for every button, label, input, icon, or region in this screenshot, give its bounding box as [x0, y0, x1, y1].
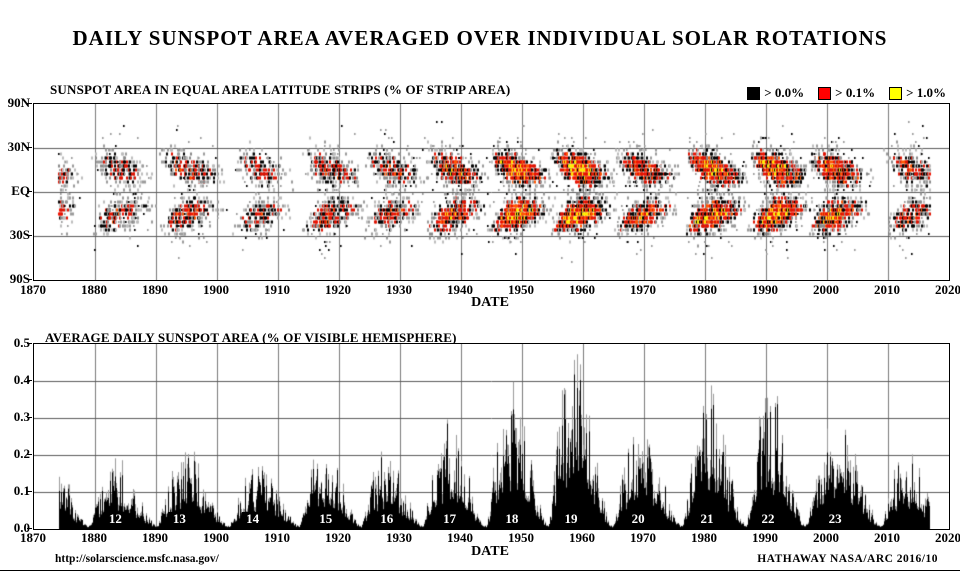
y-tick: [27, 380, 32, 381]
x-tick-label: 1900: [203, 530, 229, 545]
cycle-number: 19: [560, 512, 583, 526]
cycle-number: 17: [438, 512, 461, 526]
cycle-number: 12: [104, 512, 127, 526]
y-tick-label: 90N: [7, 95, 30, 110]
x-tick-label: 1950: [508, 530, 534, 545]
x-tick-label: 1940: [447, 530, 473, 545]
y-tick: [27, 191, 32, 192]
x-tick-label: 2020: [935, 530, 960, 545]
bottom-rule: [0, 570, 960, 571]
x-tick-label: 1930: [386, 530, 412, 545]
y-tick-label: 0.4: [13, 372, 30, 387]
source-url: http://solarscience.msfc.nasa.gov/: [55, 553, 219, 565]
cycle-number: 23: [824, 512, 847, 526]
y-tick: [27, 235, 32, 236]
legend-item: > 1.0%: [889, 85, 946, 101]
legend-label: > 1.0%: [906, 85, 946, 100]
x-tick-label: 1950: [508, 282, 534, 297]
x-tick-label: 1920: [325, 282, 351, 297]
cycle-number: 22: [757, 512, 780, 526]
x-tick-label: 1880: [81, 530, 107, 545]
x-tick-label: 1990: [752, 530, 778, 545]
x-tick-label: 1980: [691, 282, 717, 297]
x-tick-label: 1910: [264, 282, 290, 297]
y-tick: [27, 147, 32, 148]
x-tick-label: 1870: [20, 530, 46, 545]
x-tick-label: 1980: [691, 530, 717, 545]
legend: > 0.0% > 0.1% > 1.0%: [747, 85, 946, 101]
y-tick-label: 30N: [7, 139, 30, 154]
cycle-number: 15: [314, 512, 337, 526]
y-tick-label: 0.3: [13, 409, 30, 424]
legend-item: > 0.1%: [818, 85, 875, 101]
x-tick-label: 1940: [447, 282, 473, 297]
cycle-number: 18: [500, 512, 523, 526]
legend-label: > 0.0%: [764, 85, 805, 100]
y-tick: [27, 279, 32, 280]
x-tick-label: 2000: [813, 282, 839, 297]
x-tick-label: 1960: [569, 530, 595, 545]
y-tick: [27, 343, 32, 344]
legend-swatch-icon: [889, 86, 903, 100]
x-tick-label: 2020: [935, 282, 960, 297]
x-tick-label: 1960: [569, 282, 595, 297]
cycle-number: 14: [241, 512, 264, 526]
butterfly-plot-area: [33, 103, 950, 281]
x-tick-label: 2010: [874, 282, 900, 297]
y-tick: [27, 103, 32, 104]
butterfly-x-axis-title: DATE: [471, 295, 509, 310]
x-tick-label: 1970: [630, 530, 656, 545]
legend-swatch-icon: [818, 86, 832, 100]
area-plot-area: [33, 343, 950, 530]
cycle-number: 16: [375, 512, 398, 526]
y-tick-label: EQ: [11, 183, 30, 198]
x-tick-label: 1890: [142, 282, 168, 297]
y-tick-label: 30S: [9, 227, 30, 242]
legend-swatch-icon: [747, 86, 761, 100]
y-tick-label: 0.2: [13, 446, 30, 461]
cycle-number: 20: [627, 512, 650, 526]
y-tick-label: 0.1: [13, 483, 30, 498]
x-tick-label: 1890: [142, 530, 168, 545]
legend-item: > 0.0%: [747, 85, 804, 101]
butterfly-panel-title: SUNSPOT AREA IN EQUAL AREA LATITUDE STRI…: [50, 82, 511, 97]
x-tick-label: 1990: [752, 282, 778, 297]
y-tick-label: 90S: [9, 271, 30, 286]
y-tick: [27, 454, 32, 455]
x-tick-label: 1910: [264, 530, 290, 545]
area-panel-title: AVERAGE DAILY SUNSPOT AREA (% OF VISIBLE…: [45, 330, 457, 345]
area-canvas: [34, 344, 949, 529]
x-tick-label: 2010: [874, 530, 900, 545]
area-x-axis-title: DATE: [471, 544, 509, 559]
cycle-number: 13: [168, 512, 191, 526]
legend-label: > 0.1%: [835, 85, 876, 100]
x-tick-label: 1880: [81, 282, 107, 297]
x-tick-label: 1900: [203, 282, 229, 297]
figure-title: DAILY SUNSPOT AREA AVERAGED OVER INDIVID…: [72, 26, 888, 50]
cycle-number: 21: [696, 512, 719, 526]
credit-text: HATHAWAY NASA/ARC 2016/10: [757, 553, 938, 565]
x-tick-label: 1920: [325, 530, 351, 545]
y-tick-label: 0.5: [13, 335, 30, 350]
y-tick-label: 0.0: [13, 520, 30, 535]
y-tick: [27, 417, 32, 418]
x-tick-label: 1930: [386, 282, 412, 297]
x-tick-label: 1970: [630, 282, 656, 297]
y-tick: [27, 528, 32, 529]
x-tick-label: 1870: [20, 282, 46, 297]
x-tick-label: 2000: [813, 530, 839, 545]
y-tick: [27, 491, 32, 492]
butterfly-canvas: [34, 104, 949, 280]
